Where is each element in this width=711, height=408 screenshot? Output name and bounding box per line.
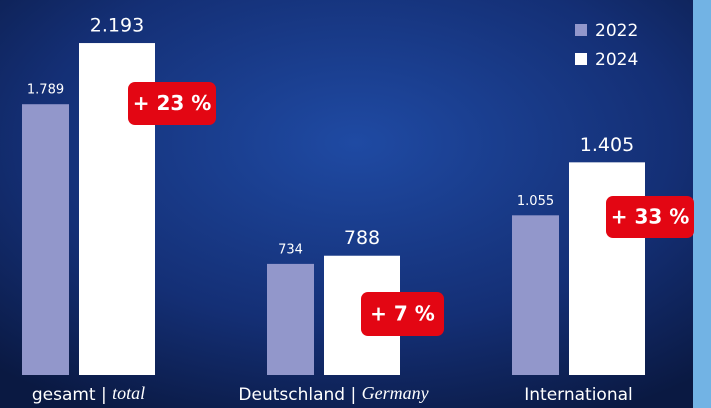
value-label: 734 (278, 242, 303, 257)
bar (22, 104, 69, 376)
side-strip (693, 0, 711, 408)
annotation: + 23 % (133, 91, 212, 115)
value-label: 1.789 (27, 83, 64, 98)
annotation-badge (606, 196, 694, 238)
bar (569, 162, 645, 375)
x-tick-label: Deutschland | Germany (238, 383, 428, 405)
annotation: + 33 % (611, 205, 690, 229)
annotation: + 7 % (370, 302, 435, 326)
value-label: 788 (344, 227, 380, 249)
legend-label: 2022 (595, 21, 638, 41)
value-label: 1.405 (580, 134, 634, 156)
bar (512, 215, 559, 375)
annotation-badge (361, 292, 444, 336)
x-tick-label: gesamt | total (32, 383, 145, 405)
value-label: 2.193 (90, 15, 144, 37)
annotation-badge (128, 82, 216, 125)
legend-label: 2024 (595, 50, 638, 70)
bar (267, 263, 314, 375)
legend-swatch (575, 53, 587, 65)
legend-swatch (575, 24, 587, 36)
x-tick-label: International (524, 385, 633, 405)
value-label: 1.055 (517, 194, 554, 209)
